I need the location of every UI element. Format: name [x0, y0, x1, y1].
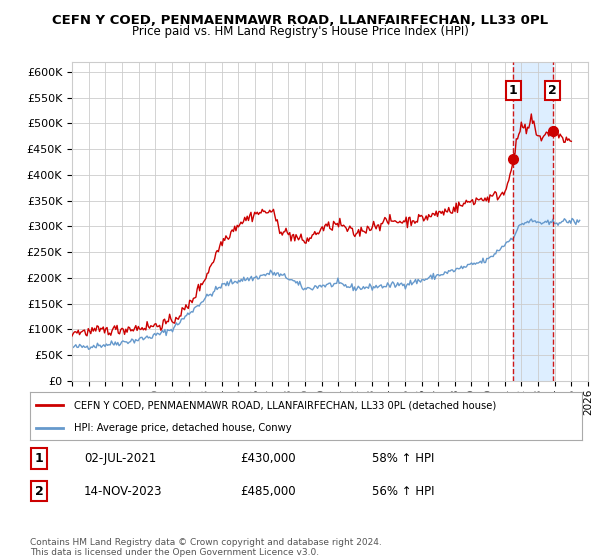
Text: £485,000: £485,000	[240, 484, 296, 498]
Text: 2: 2	[548, 84, 557, 97]
Text: 1: 1	[35, 452, 43, 465]
Text: CEFN Y COED, PENMAENMAWR ROAD, LLANFAIRFECHAN, LL33 0PL: CEFN Y COED, PENMAENMAWR ROAD, LLANFAIRF…	[52, 14, 548, 27]
Text: 1: 1	[509, 84, 517, 97]
Text: CEFN Y COED, PENMAENMAWR ROAD, LLANFAIRFECHAN, LL33 0PL (detached house): CEFN Y COED, PENMAENMAWR ROAD, LLANFAIRF…	[74, 400, 496, 410]
Text: 56% ↑ HPI: 56% ↑ HPI	[372, 484, 434, 498]
Text: HPI: Average price, detached house, Conwy: HPI: Average price, detached house, Conw…	[74, 423, 292, 433]
Bar	[513, 62, 553, 381]
Text: 02-JUL-2021: 02-JUL-2021	[84, 452, 156, 465]
Text: £430,000: £430,000	[240, 452, 296, 465]
Text: 58% ↑ HPI: 58% ↑ HPI	[372, 452, 434, 465]
Text: 2: 2	[35, 484, 43, 498]
Text: Contains HM Land Registry data © Crown copyright and database right 2024.
This d: Contains HM Land Registry data © Crown c…	[30, 538, 382, 557]
Text: Price paid vs. HM Land Registry's House Price Index (HPI): Price paid vs. HM Land Registry's House …	[131, 25, 469, 38]
Text: 14-NOV-2023: 14-NOV-2023	[84, 484, 163, 498]
